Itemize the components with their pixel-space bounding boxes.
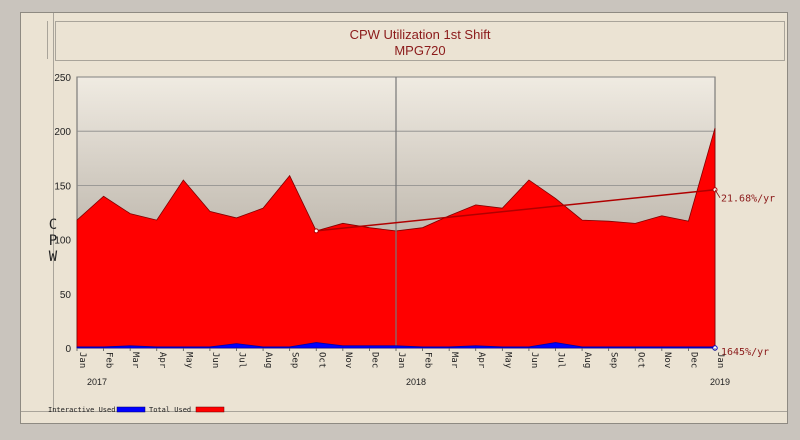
x-tick-label: Nov bbox=[343, 352, 353, 368]
legend-swatch-interactive bbox=[116, 406, 146, 413]
x-tick-label: Mar bbox=[130, 352, 140, 369]
x-tick-label: Aug bbox=[582, 352, 592, 368]
x-tick-label: Jun bbox=[210, 352, 220, 368]
x-tick-label: Jun bbox=[529, 352, 539, 368]
y-tick-label: 50 bbox=[60, 290, 72, 301]
x-tick-label: Jan bbox=[396, 352, 406, 368]
x-tick-label: Mar bbox=[449, 352, 459, 369]
x-tick-label: Jan bbox=[715, 352, 725, 368]
left-column bbox=[21, 13, 54, 411]
x-tick-label: Apr bbox=[476, 352, 486, 369]
x-tick-label: Dec bbox=[369, 352, 379, 368]
chart-title: CPW Utilization 1st Shift bbox=[349, 27, 491, 42]
series-interactive-used bbox=[76, 342, 716, 349]
x-tick-label: Dec bbox=[688, 352, 698, 368]
y-tick-label: 200 bbox=[54, 127, 71, 138]
x-tick-label: Feb bbox=[104, 352, 114, 368]
x-tick-label: Sep bbox=[290, 352, 300, 368]
legend-label-total: Total Used bbox=[149, 406, 191, 414]
year-label: 2018 bbox=[406, 377, 426, 387]
x-tick-label: Jul bbox=[556, 352, 566, 368]
trend-label-interactive: 1645%/yr bbox=[721, 347, 769, 358]
y-tick-label: 150 bbox=[54, 181, 71, 192]
legend-swatch-total bbox=[195, 406, 225, 413]
x-tick-label: May bbox=[502, 352, 512, 369]
trend-line-total bbox=[316, 188, 716, 232]
trend-label-total: 21.68%/yr bbox=[721, 194, 775, 205]
x-tick-label: Nov bbox=[662, 352, 672, 368]
x-tick-label: Jul bbox=[237, 352, 247, 368]
x-tick-label: Oct bbox=[635, 352, 645, 368]
x-tick-label: Oct bbox=[316, 352, 326, 368]
year-label: 2017 bbox=[87, 377, 107, 387]
x-tick-label: Jan bbox=[77, 352, 87, 368]
trend-start-marker bbox=[313, 228, 319, 234]
y-tick-label: 250 bbox=[54, 73, 71, 84]
legend-label-interactive: Interactive Used bbox=[48, 406, 115, 414]
trend-label-leader bbox=[714, 189, 721, 198]
chart-subtitle: MPG720 bbox=[394, 43, 446, 58]
year-label: 2019 bbox=[710, 377, 730, 387]
y-tick-label: 100 bbox=[54, 236, 71, 247]
x-tick-label: Aug bbox=[263, 352, 273, 368]
title-box: CPW Utilization 1st Shift MPG720 bbox=[55, 21, 785, 61]
y-tick-label: 0 bbox=[65, 344, 71, 355]
x-tick-label: Apr bbox=[157, 352, 167, 369]
x-tick-label: May bbox=[183, 352, 193, 369]
x-tick-label: Feb bbox=[423, 352, 433, 368]
x-tick-label: Sep bbox=[609, 352, 619, 368]
